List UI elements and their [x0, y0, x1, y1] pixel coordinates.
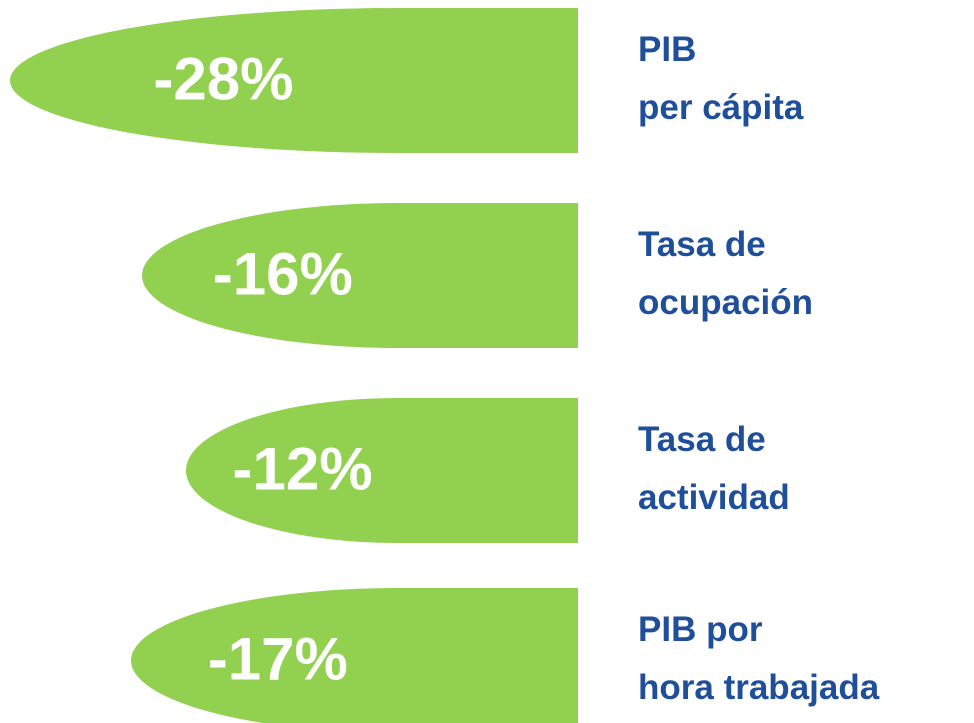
category-label: Tasa de — [638, 225, 766, 264]
category-label: per cápita — [638, 88, 804, 127]
bar — [9, 8, 578, 153]
bar — [131, 588, 578, 723]
category-label: PIB — [638, 30, 696, 69]
category-label: hora trabajada — [638, 668, 880, 707]
category-label: actividad — [638, 478, 790, 517]
value-label: -16% — [213, 240, 353, 307]
category-label: PIB por — [638, 610, 763, 649]
category-label: ocupación — [638, 283, 813, 322]
value-label: -28% — [153, 45, 293, 112]
bar — [186, 398, 579, 543]
bar — [142, 203, 578, 348]
category-label: Tasa de — [638, 420, 766, 459]
value-label: -17% — [208, 625, 348, 692]
value-label: -12% — [233, 435, 373, 502]
